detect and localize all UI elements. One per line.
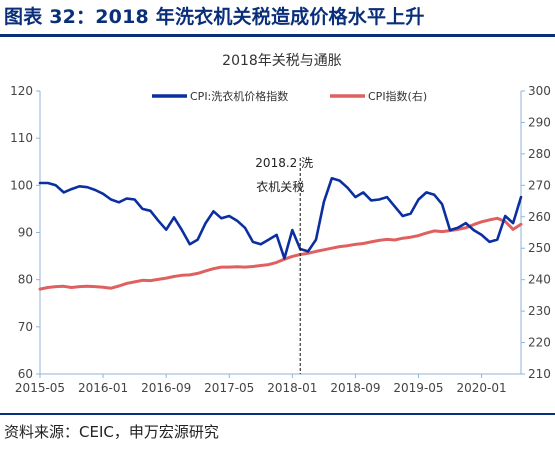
right-tick-label: 260 [528, 210, 551, 224]
title-underline [0, 34, 555, 37]
right-tick-label: 250 [528, 241, 551, 255]
legend: CPI:洗衣机价格指数 CPI指数(右) [152, 89, 427, 103]
x-tick-label: 2017-05 [204, 381, 254, 395]
x-tick-label: 2018-01 [267, 381, 317, 395]
dual-axis-line-chart: 2018年关税与通胀 CPI:洗衣机价格指数 CPI指数(右) 60 70 80 90… [10, 53, 551, 395]
left-tick-label: 90 [18, 226, 33, 240]
x-tick-label: 2016-01 [78, 381, 128, 395]
axes: 60 70 80 90 100 110 120 210 220 230 240 250 260 270 28… [10, 84, 551, 395]
left-tick-label: 60 [18, 367, 33, 381]
tariff-annotation-line2: 衣机关税 [256, 179, 304, 194]
tariff-annotation: 2018.2 洗 衣机关税 [255, 156, 313, 374]
right-tick-label: 280 [528, 147, 551, 161]
left-tick-label: 100 [10, 178, 33, 192]
washer-price-index-line [38, 177, 523, 260]
x-tick-label: 2016-09 [141, 381, 191, 395]
tariff-annotation-line1: 2018.2 洗 [255, 156, 313, 170]
right-tick-label: 270 [528, 178, 551, 192]
x-tick-label: 2019-05 [393, 381, 443, 395]
right-tick-label: 240 [528, 273, 551, 287]
legend-label-cpi: CPI指数(右) [368, 89, 427, 103]
left-tick-label: 80 [18, 273, 33, 287]
right-tick-label: 220 [528, 336, 551, 350]
left-tick-label: 70 [18, 320, 33, 334]
right-tick-label: 290 [528, 115, 551, 129]
x-tick-label: 2018-09 [330, 381, 380, 395]
footer-rule [0, 413, 555, 415]
cpi-index-line [38, 216, 523, 291]
legend-label-washer: CPI:洗衣机价格指数 [190, 89, 288, 103]
chart-title: 2018年关税与通胀 [222, 53, 342, 69]
left-tick-label: 110 [10, 131, 33, 145]
x-tick-label: 2015-05 [15, 381, 65, 395]
figure-title: 图表 32：2018 年洗衣机关税造成价格水平上升 [4, 6, 425, 28]
left-tick-label: 120 [10, 84, 33, 98]
plot-area [38, 177, 523, 291]
right-tick-label: 230 [528, 304, 551, 318]
right-tick-label: 210 [528, 367, 551, 381]
right-tick-label: 300 [528, 84, 551, 98]
source-note: 资料来源：CEIC，申万宏源研究 [4, 423, 219, 441]
x-tick-label: 2020-01 [457, 381, 507, 395]
